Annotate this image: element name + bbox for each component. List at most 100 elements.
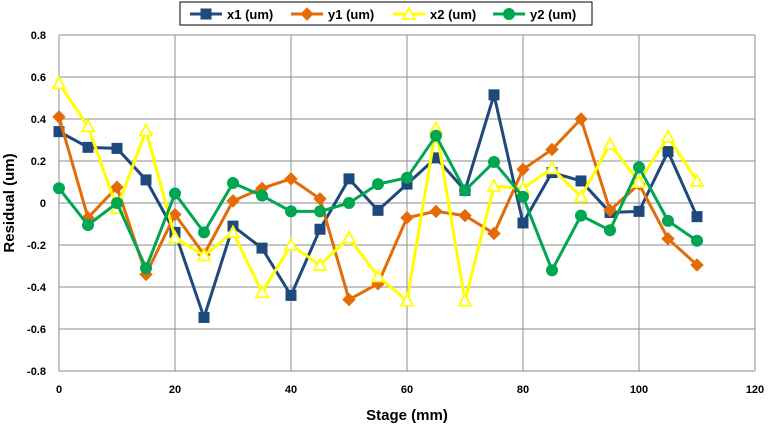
data-point-y2 xyxy=(111,197,123,209)
data-point-x2 xyxy=(51,75,67,90)
data-point-y2 xyxy=(314,205,326,218)
data-point-y1 xyxy=(603,203,617,218)
grid xyxy=(58,34,756,372)
y-tick-label: -0.4 xyxy=(27,282,47,294)
data-point-x2 xyxy=(80,118,96,133)
data-point-y2 xyxy=(198,226,210,239)
data-point-y1 xyxy=(52,110,66,124)
data-point-y1 xyxy=(110,180,124,194)
data-point-y2 xyxy=(488,156,500,169)
axes xyxy=(58,35,755,372)
legend-label-y2: y2 (um) xyxy=(530,7,576,22)
data-point-x1 xyxy=(140,174,152,186)
legend-label-x2: x2 (um) xyxy=(430,7,476,22)
data-point-x1 xyxy=(285,289,297,301)
legend-label-x1: x1 (um) xyxy=(227,7,273,22)
data-point-y1 xyxy=(458,208,472,223)
data-point-x2 xyxy=(573,188,589,203)
data-point-x1 xyxy=(633,205,645,217)
x-tick-label: 20 xyxy=(169,384,181,396)
data-point-y2 xyxy=(227,177,239,190)
data-point-y1 xyxy=(226,194,240,208)
data-point-x2 xyxy=(660,128,676,143)
data-point-x2 xyxy=(283,237,299,251)
data-point-y2 xyxy=(517,190,529,203)
data-point-x1 xyxy=(111,142,123,154)
data-point-y1 xyxy=(487,226,501,241)
data-point-y1 xyxy=(574,112,588,126)
data-point-x2 xyxy=(370,268,386,283)
data-point-x2 xyxy=(399,292,415,307)
data-point-y1 xyxy=(429,204,443,219)
legend-swatch-marker-y1 xyxy=(300,7,314,21)
legend-item-y1: y1 (um) xyxy=(291,7,374,22)
x-tick-label: 60 xyxy=(401,384,413,396)
data-point-x2 xyxy=(631,174,647,188)
legend-item-x1: x1 (um) xyxy=(190,7,273,22)
data-point-x1 xyxy=(82,141,94,153)
series-line-x2 xyxy=(57,82,699,303)
data-point-y2 xyxy=(546,264,558,277)
data-point-x1 xyxy=(662,146,674,158)
data-point-x1 xyxy=(343,173,355,185)
legend-item-y2: y2 (um) xyxy=(493,7,576,22)
y-tick-label: 0.8 xyxy=(31,30,46,42)
series-group xyxy=(51,75,705,323)
data-point-y2 xyxy=(169,187,181,200)
data-point-y2 xyxy=(575,209,587,222)
legend-swatch-marker-x2 xyxy=(401,6,417,20)
y-tick-label: 0.2 xyxy=(31,156,46,168)
y-tick-label: -0.6 xyxy=(27,324,46,336)
data-point-y2 xyxy=(633,161,645,174)
x-tick-label: 40 xyxy=(285,384,297,396)
data-point-x2 xyxy=(486,178,502,193)
legend-swatch-marker-y2 xyxy=(503,8,515,20)
data-point-y2 xyxy=(343,197,355,209)
data-point-y1 xyxy=(168,207,182,222)
y-axis-title: Residual (um) xyxy=(1,153,18,252)
data-point-x1 xyxy=(372,204,384,216)
data-point-y2 xyxy=(459,184,471,197)
data-point-y1 xyxy=(516,162,530,177)
data-point-x1 xyxy=(517,217,529,229)
data-point-y2 xyxy=(140,262,152,275)
series-y2 xyxy=(53,129,703,277)
data-point-x2 xyxy=(341,229,357,244)
data-point-y1 xyxy=(313,192,327,206)
legend: x1 (um) y1 (um) x2 (um) y2 (um) xyxy=(179,1,593,26)
legend-item-x2: x2 (um) xyxy=(393,6,476,22)
data-point-x1 xyxy=(198,311,210,323)
data-point-x2 xyxy=(196,247,212,262)
data-point-x2 xyxy=(602,136,618,151)
data-point-x1 xyxy=(314,223,326,235)
data-point-y2 xyxy=(691,234,703,247)
data-point-x2 xyxy=(167,229,183,244)
y-tick-label: -0.2 xyxy=(27,240,46,252)
data-point-y2 xyxy=(53,182,65,195)
data-point-y2 xyxy=(285,205,297,218)
data-point-y2 xyxy=(372,178,384,191)
data-point-x2 xyxy=(254,284,270,299)
data-point-y1 xyxy=(661,231,675,246)
x-tick-label: 80 xyxy=(517,384,529,396)
data-point-x1 xyxy=(488,89,500,101)
legend-swatch-marker-x1 xyxy=(200,8,212,20)
series-x2 xyxy=(51,75,705,307)
data-point-y2 xyxy=(662,214,674,227)
data-point-y1 xyxy=(690,258,704,272)
data-point-y2 xyxy=(256,189,268,202)
data-point-y2 xyxy=(430,129,442,142)
x-axis-title: Stage (mm) xyxy=(366,407,448,424)
data-point-y1 xyxy=(342,292,356,307)
data-point-x1 xyxy=(256,242,268,254)
data-point-x2 xyxy=(544,160,560,175)
data-point-x1 xyxy=(575,175,587,187)
data-point-x2 xyxy=(225,224,241,239)
x-tick-label: 120 xyxy=(746,384,764,396)
x-tick-label: 0 xyxy=(56,384,62,396)
data-point-x2 xyxy=(689,173,705,187)
data-point-x2 xyxy=(138,122,154,137)
data-point-x1 xyxy=(691,211,703,223)
